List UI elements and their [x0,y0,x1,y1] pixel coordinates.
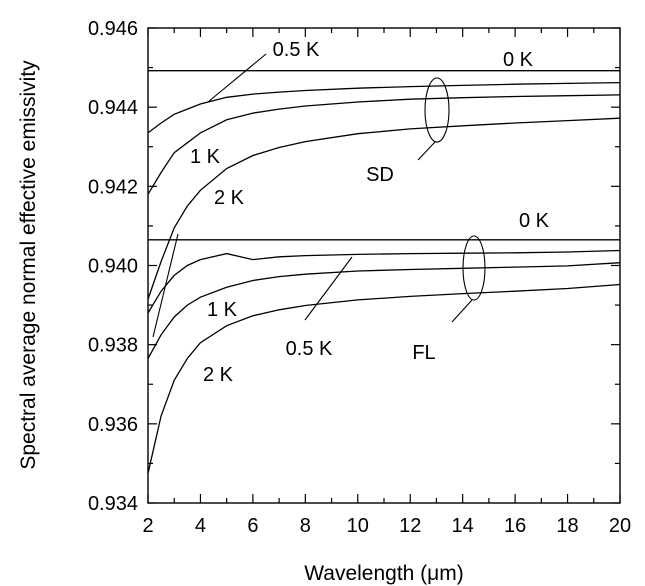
labels-layer: 2 4 6 8 10 12 14 16 18 20 0.934 0.936 0.938 0.940 0.94… [88,18,631,537]
y-tick-label: 0.940 [88,256,138,278]
annotation-fl-group: FL [412,342,435,364]
leaders-layer [152,53,486,338]
x-tick-label: 16 [504,515,526,537]
leader-fl-05k [304,256,353,321]
annotation-sd-group: SD [366,164,394,186]
x-tick-label: 2 [142,515,153,537]
annotation-sd-0k: 0 K [503,49,534,71]
leader-sd-2k-to-fl [152,233,179,338]
curve-sd-2K [147,117,621,300]
x-tick-label: 14 [452,515,474,537]
y-tick-label: 0.934 [88,493,138,515]
x-tick-label: 20 [609,515,631,537]
curve-fl-05K [147,249,621,314]
leader-sd-group [417,141,436,161]
annotation-sd-05k: 0.5 K [273,39,320,61]
leader-sd-05k [207,53,267,103]
curve-sd-05K [147,81,621,134]
annotation-fl-0k: 0 K [519,210,550,232]
annotation-fl-2k: 2 K [203,364,234,386]
leader-fl-group [451,299,473,323]
x-axis-title: Wavelength (μm) [304,562,464,585]
y-tick-label: 0.944 [88,97,138,119]
y-tick-label: 0.938 [88,335,138,357]
annotation-fl-1k: 1 K [207,299,238,321]
annotation-sd-1k: 1 K [190,146,221,168]
curve-sd-1K [147,94,621,195]
y-tick-label: 0.946 [88,18,138,40]
curve-fl-2K [147,283,621,474]
y-axis-title: Spectral average normal effective emissi… [17,60,40,470]
fl-group-ellipse [462,235,486,301]
sd-group-ellipse [424,77,450,143]
x-tick-label: 8 [300,515,311,537]
annotation-fl-05k: 0.5 K [286,338,333,360]
curve-fl-1K [147,262,621,359]
x-tick-label: 12 [399,515,421,537]
y-tick-label: 0.942 [88,176,138,198]
annotation-sd-2k: 2 K [214,187,245,209]
x-tick-label: 10 [347,515,369,537]
x-tick-label: 4 [195,515,206,537]
x-tick-label: 6 [247,515,258,537]
y-tick-label: 0.936 [88,414,138,436]
x-tick-label: 18 [556,515,578,537]
curves-layer [147,70,621,474]
plot-frame [147,27,621,504]
